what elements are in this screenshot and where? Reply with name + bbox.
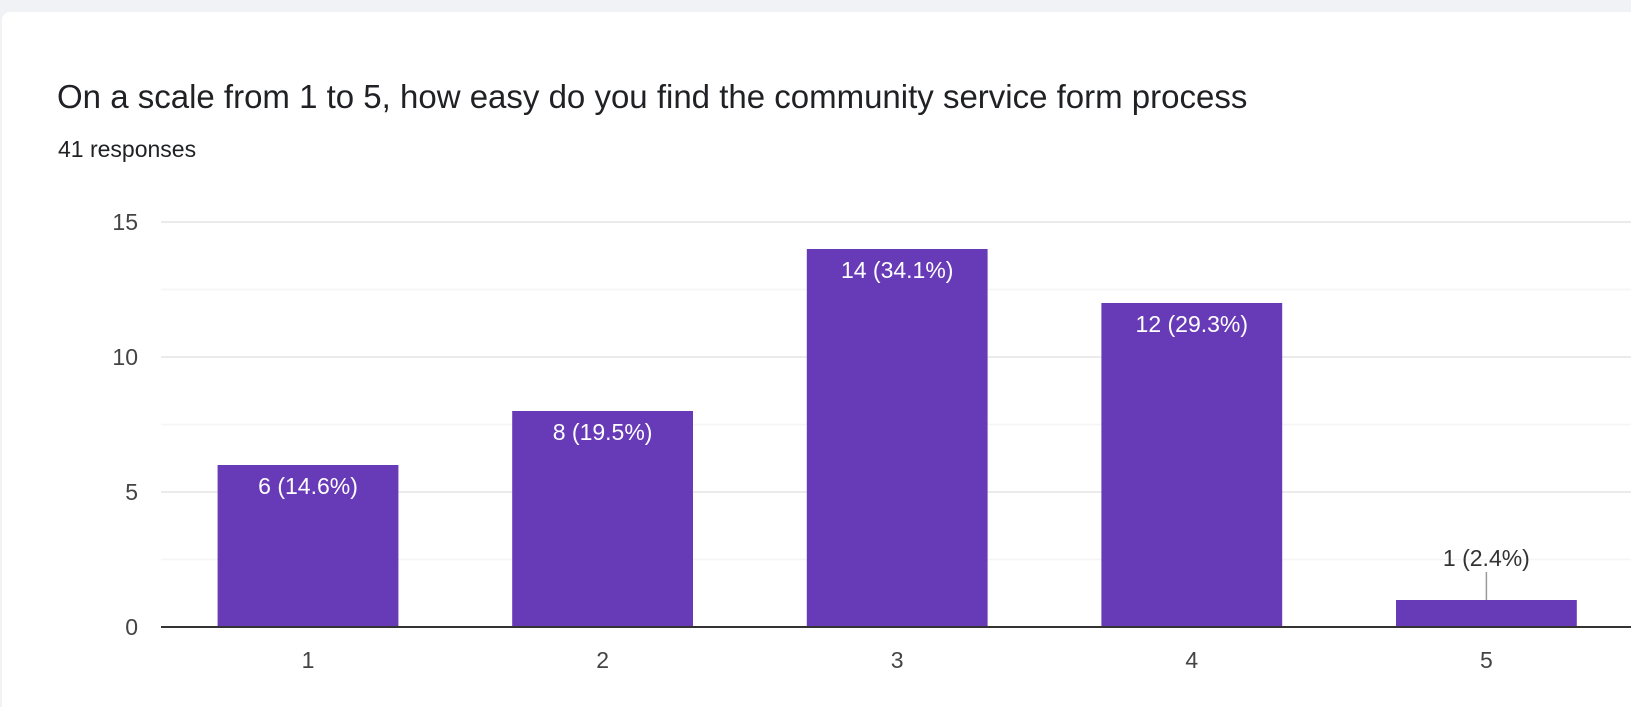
bar: [1395, 600, 1577, 627]
y-tick-label: 10: [112, 344, 138, 370]
y-tick-label: 0: [125, 614, 138, 640]
x-tick-label: 2: [596, 647, 609, 673]
x-tick-label: 1: [302, 647, 315, 673]
data-label: 6 (14.6%): [258, 473, 358, 499]
y-tick-label: 15: [112, 209, 138, 235]
bar: [1101, 303, 1283, 627]
data-label: 12 (29.3%): [1136, 311, 1249, 337]
bar: [806, 249, 988, 627]
data-label: 1 (2.4%): [1443, 545, 1530, 571]
y-tick-label: 5: [125, 479, 138, 505]
data-label: 14 (34.1%): [841, 257, 954, 283]
bar: [217, 465, 399, 627]
response-count: 41 responses: [58, 136, 197, 162]
x-tick-label: 4: [1185, 647, 1198, 673]
x-tick-label: 5: [1480, 647, 1493, 673]
data-label: 8 (19.5%): [553, 419, 653, 445]
bar: [512, 411, 694, 627]
x-tick-label: 3: [891, 647, 904, 673]
question-title: On a scale from 1 to 5, how easy do you …: [57, 78, 1248, 115]
